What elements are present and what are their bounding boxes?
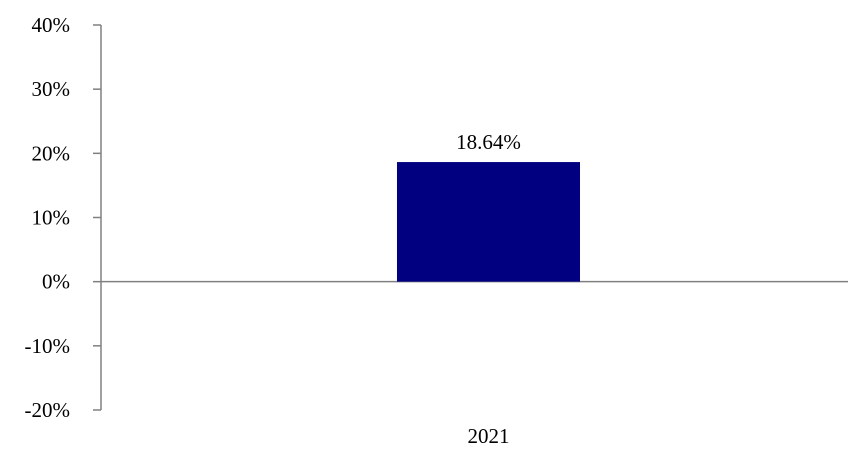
data-label: 18.64% bbox=[456, 130, 521, 154]
x-axis-labels: 2021 bbox=[468, 424, 510, 448]
y-tick-label: 20% bbox=[32, 141, 71, 165]
bar bbox=[396, 162, 581, 282]
y-tick-label: -20% bbox=[25, 398, 71, 422]
y-tick-label: 10% bbox=[32, 206, 71, 230]
y-tick-label: 30% bbox=[32, 77, 71, 101]
data-labels-group: 18.64% bbox=[456, 130, 521, 154]
x-category-label: 2021 bbox=[468, 424, 510, 448]
bars-group bbox=[396, 162, 581, 282]
y-axis: 40% 30% 20% 10% 0% -10% -20% bbox=[25, 13, 102, 422]
y-tick-label: 0% bbox=[42, 270, 70, 294]
y-tick-label: 40% bbox=[32, 13, 71, 37]
y-tick-label: -10% bbox=[25, 334, 71, 358]
